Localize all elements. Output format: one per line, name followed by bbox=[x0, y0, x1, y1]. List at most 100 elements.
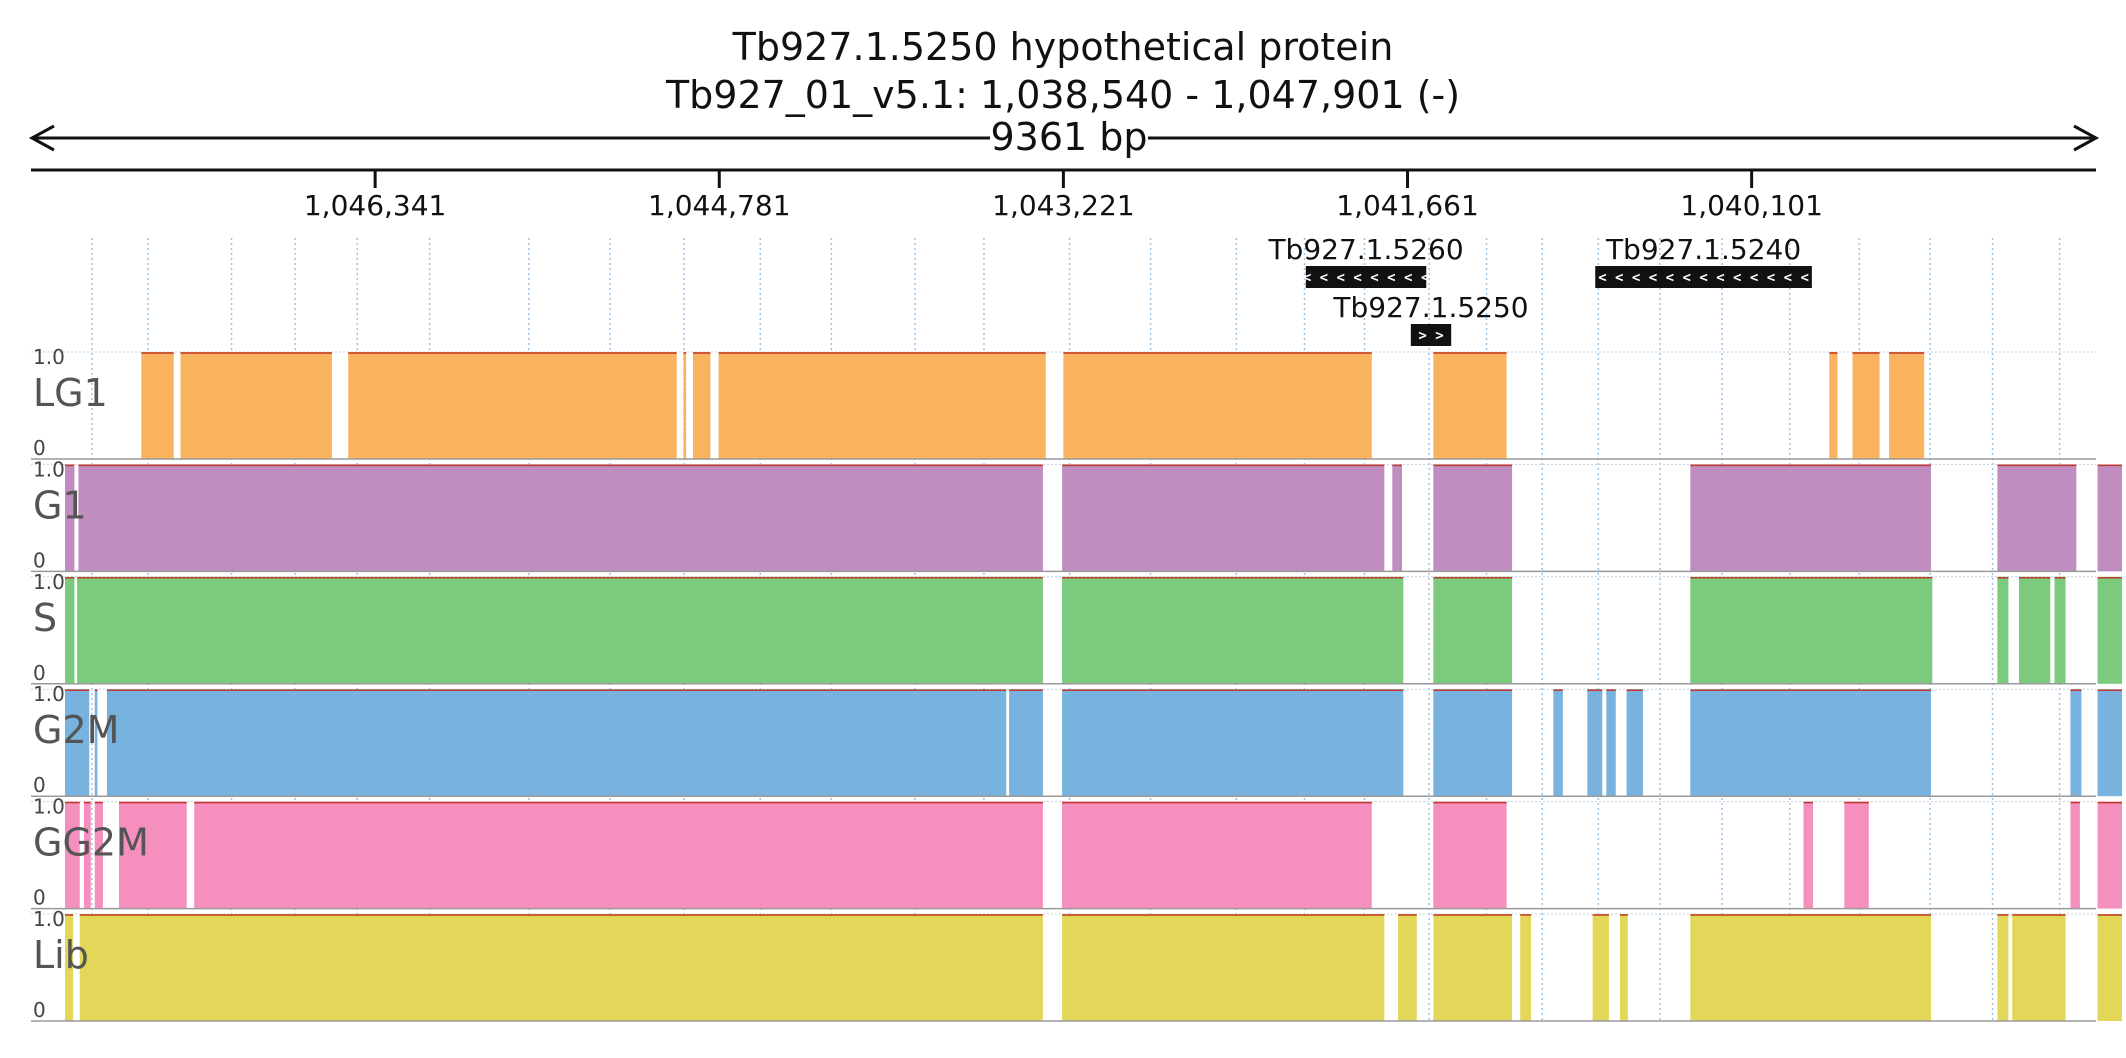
span-arrowhead-right bbox=[2073, 124, 2100, 152]
track-g2m: 1.0 0 G2M bbox=[31, 682, 2123, 797]
coverage-segment bbox=[718, 352, 1046, 459]
coverage-segment bbox=[348, 352, 677, 459]
coverage-segment bbox=[194, 801, 1043, 909]
coverage-segment bbox=[1062, 689, 1404, 797]
coverage-segment bbox=[1553, 689, 1563, 797]
coverage-segment bbox=[1433, 352, 1507, 459]
track-label: G1 bbox=[33, 483, 87, 527]
y-max-label: 1.0 bbox=[33, 457, 65, 481]
x-tick-label-2: 1,043,221 bbox=[992, 189, 1135, 222]
coverage-segment bbox=[1063, 352, 1372, 459]
coverage-segment bbox=[1997, 576, 2009, 684]
coverage-segment bbox=[2097, 576, 2123, 684]
coverage-segment bbox=[1619, 914, 1628, 1021]
y-min-label: 0 bbox=[33, 436, 46, 460]
gene-bar-1 bbox=[1595, 266, 1812, 288]
coverage-segment bbox=[1592, 914, 1609, 1021]
coverage-segment bbox=[1009, 689, 1043, 797]
track-gg2m: 1.0 0 GG2M bbox=[31, 795, 2123, 910]
coverage-segment bbox=[2097, 689, 2123, 797]
x-tick-label-1: 1,044,781 bbox=[648, 189, 791, 222]
coverage-segment bbox=[683, 352, 687, 459]
coverage-segment bbox=[2019, 576, 2051, 684]
coverage-segment bbox=[1626, 689, 1643, 797]
gene-annotations: Tb927.1.5260 < < < < < < < < Tb927.1.5240 <… bbox=[1267, 233, 1812, 346]
coverage-segment bbox=[1852, 352, 1880, 459]
y-min-label: 0 bbox=[33, 773, 46, 797]
coverage-segment bbox=[83, 801, 91, 909]
coverage-segment bbox=[1690, 464, 1931, 572]
track-label: LG1 bbox=[33, 371, 108, 415]
gene-label-0: Tb927.1.5260 bbox=[1267, 233, 1463, 266]
coverage-segment bbox=[2097, 914, 2123, 1021]
y-min-label: 0 bbox=[33, 548, 46, 572]
gene-bar-0 bbox=[1305, 266, 1427, 288]
y-min-label: 0 bbox=[33, 661, 46, 685]
coverage-segment bbox=[1062, 464, 1385, 572]
coverage-segment bbox=[78, 464, 1043, 572]
track-label: S bbox=[33, 596, 57, 640]
y-max-label: 1.0 bbox=[33, 795, 65, 819]
track-lib: 1.0 0 Lib bbox=[31, 907, 2123, 1022]
coverage-segment bbox=[1829, 352, 1838, 459]
coverage-segment bbox=[2097, 464, 2123, 572]
gene-strand-arrows-1: < < < < < < < < < < < < < bbox=[1598, 270, 1809, 286]
coverage-segment bbox=[1062, 576, 1404, 684]
coverage-segment bbox=[1690, 914, 1931, 1021]
coverage-segment bbox=[64, 464, 75, 572]
track-lg1: 1.0 0 LG1 bbox=[31, 345, 2096, 460]
coverage-segment bbox=[1520, 914, 1532, 1021]
coverage-segment bbox=[693, 352, 711, 459]
coverage-segment bbox=[64, 801, 80, 909]
track-label: Lib bbox=[33, 933, 89, 977]
coverage-segment bbox=[79, 914, 1043, 1021]
coverage-segment bbox=[1803, 801, 1813, 909]
coverage-segment bbox=[2097, 801, 2123, 909]
coverage-segment bbox=[1997, 464, 2077, 572]
gene-label-1: Tb927.1.5240 bbox=[1605, 233, 1801, 266]
coverage-segment bbox=[2070, 801, 2080, 909]
coverage-segment bbox=[1433, 689, 1513, 797]
coverage-segment bbox=[1889, 352, 1925, 459]
coverage-segment bbox=[1997, 914, 2009, 1021]
coverage-segment bbox=[1690, 576, 1933, 684]
y-max-label: 1.0 bbox=[33, 682, 65, 706]
chart-title: Tb927.1.5250 hypothetical protein bbox=[732, 25, 1394, 69]
coverage-segment bbox=[2054, 576, 2066, 684]
coverage-segment bbox=[1433, 464, 1513, 572]
span-arrow: 9361 bp bbox=[28, 115, 2100, 159]
coverage-segment bbox=[1398, 914, 1417, 1021]
y-max-label: 1.0 bbox=[33, 345, 65, 369]
gene-bar-2 bbox=[1410, 324, 1452, 346]
coverage-segment bbox=[141, 352, 174, 459]
x-tick-label-0: 1,046,341 bbox=[304, 189, 447, 222]
coverage-segment bbox=[2070, 689, 2082, 797]
x-tick-label-4: 1,040,101 bbox=[1680, 189, 1823, 222]
y-min-label: 0 bbox=[33, 998, 46, 1022]
coverage-segment bbox=[106, 689, 1007, 797]
coverage-segment bbox=[1433, 801, 1507, 909]
gene-label-2: Tb927.1.5250 bbox=[1332, 291, 1528, 324]
coverage-segment bbox=[1062, 801, 1372, 909]
coverage-segment bbox=[94, 689, 98, 797]
coverage-segment bbox=[1433, 914, 1513, 1021]
coverage-segment bbox=[94, 801, 103, 909]
y-max-label: 1.0 bbox=[33, 570, 65, 594]
span-arrowhead-left bbox=[28, 124, 55, 152]
track-label: GG2M bbox=[33, 821, 149, 865]
x-tick-label-3: 1,041,661 bbox=[1336, 189, 1479, 222]
coverage-segment bbox=[64, 914, 74, 1021]
track-label: G2M bbox=[33, 708, 119, 752]
coverage-segment bbox=[1433, 576, 1513, 684]
chart-subtitle: Tb927_01_v5.1: 1,038,540 - 1,047,901 (-) bbox=[665, 73, 1460, 117]
coverage-segment bbox=[77, 576, 1043, 684]
gene-strand-arrows-2: > > bbox=[1418, 328, 1443, 344]
coverage-segment bbox=[64, 576, 75, 684]
y-min-label: 0 bbox=[33, 886, 46, 910]
span-label: 9361 bp bbox=[990, 115, 1147, 159]
coverage-segment bbox=[1690, 689, 1931, 797]
coverage-segment bbox=[1844, 801, 1869, 909]
coverage-segment bbox=[1587, 689, 1603, 797]
